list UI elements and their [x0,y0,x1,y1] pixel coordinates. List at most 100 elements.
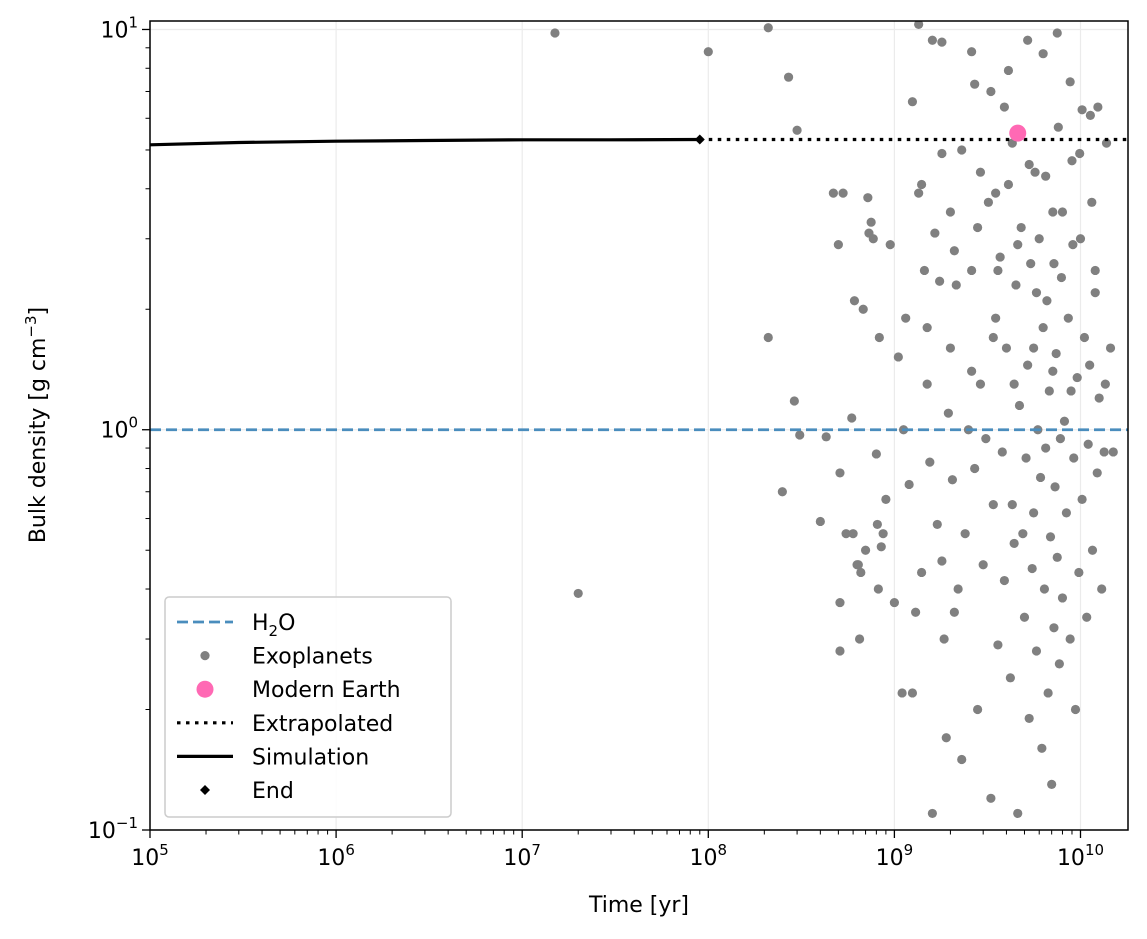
exoplanet-point [1092,468,1102,478]
exoplanet-point [1105,343,1116,353]
exoplanet-point [922,322,932,333]
exoplanet-point [1063,313,1073,323]
exoplanet-point [1074,567,1084,578]
exoplanet-point [1053,122,1063,132]
exoplanet-point [1050,482,1060,492]
exoplanet-point [1031,288,1042,298]
exoplanet-point [1101,138,1112,148]
exoplanet-point [967,366,977,376]
exoplanet-point [937,148,947,159]
exoplanet-point [1099,447,1109,457]
legend-label: End [252,779,294,804]
exoplanet-point [916,179,927,190]
exoplanet-point [970,79,980,89]
exoplanet-point [967,47,977,57]
exoplanet-point [957,145,967,155]
exoplanet-point [1013,808,1023,819]
exoplanet-point [1031,646,1042,656]
exoplanet-point [1016,222,1026,233]
exoplanet-point [815,516,825,527]
exoplanet-point [1048,207,1058,217]
exoplanet-point [997,447,1007,457]
exoplanet-point [863,193,873,203]
exoplanet-point [904,479,914,490]
exoplanet-point [763,23,773,33]
exoplanet-point [953,584,963,594]
exoplanet-point [876,542,886,552]
legend-label: Exoplanets [252,645,373,670]
exoplanet-point [1047,779,1057,789]
exoplanet-point [1090,265,1100,276]
exoplanet-point [1045,532,1056,542]
legend-label: Modern Earth [252,678,401,703]
exoplanet-point [853,560,863,570]
exoplanet-point [1029,508,1039,518]
plot-frame [149,20,1129,831]
exoplanet-point [951,280,961,290]
legend-item: End [200,779,294,804]
exoplanet-point [1051,348,1061,359]
exoplanet-point [885,240,895,250]
exoplanet-point [967,265,977,276]
legend: H2O Exoplanets Modern Earth Extrapolated Sim… [164,596,452,818]
exoplanet-point [1013,240,1023,250]
modern-earth-point [1009,124,1027,142]
exoplanet-point [907,688,918,698]
exoplanet-point [1100,379,1110,389]
exoplanet-point [866,217,876,227]
exoplanet-point [949,607,959,617]
exoplanet-point [993,640,1003,650]
exoplanet-point [1011,280,1021,290]
y-axis-label-end: ] [26,307,51,316]
exoplanet-point [872,519,882,530]
exoplanet-point [703,47,713,57]
exoplanet-point [1052,28,1062,38]
exoplanet-point [1075,234,1086,244]
exoplanet-point [835,646,845,656]
exoplanet-point [881,494,891,504]
exoplanet-point [1003,65,1014,76]
exoplanet-point [1009,538,1019,549]
exoplanet-point [878,529,888,539]
exoplanet-point [849,296,860,306]
legend-item: Extrapolated [177,712,393,737]
exoplanet-point [930,228,940,238]
legend-box [164,596,452,818]
exoplanet-point [901,313,911,323]
exoplanet-point [1003,179,1014,190]
exoplanet-point [1090,288,1100,298]
exoplanet-point [945,343,956,353]
exoplanet-point [795,430,805,440]
exoplanet-point [1049,259,1059,269]
exoplanet-point [856,567,866,578]
exoplanet-point [1061,508,1072,518]
exoplanet-point [1057,207,1068,217]
exoplanet-point [841,529,851,539]
exoplanet-point [983,197,994,207]
exoplanet-point [1043,688,1053,698]
y-tick-label: 100 [100,414,138,444]
exoplanet-point [1014,400,1025,411]
exoplanet-point [1070,704,1081,715]
exoplanet-point [1108,447,1118,457]
exoplanet-point [573,588,583,599]
legend-item: Modern Earth [196,678,401,703]
exoplanet-point [981,434,991,444]
exoplanet-point [1007,500,1017,510]
exoplanet-point [789,396,799,406]
exoplanet-point [550,28,560,38]
exoplanet-point [783,72,794,82]
exoplanet-point [1041,443,1051,453]
legend-earth-swatch [196,680,214,698]
exoplanet-point [939,634,949,644]
exoplanet-point [988,500,998,510]
exoplanet-point [937,556,947,566]
exoplanet-point [1039,584,1050,594]
exoplanet-point [975,379,986,389]
exoplanet-point [897,688,907,698]
exoplanet-point [848,529,858,539]
exoplanet-point [922,379,932,389]
y-tick-label: 101 [100,13,138,43]
x-tick-label: 109 [876,841,914,871]
